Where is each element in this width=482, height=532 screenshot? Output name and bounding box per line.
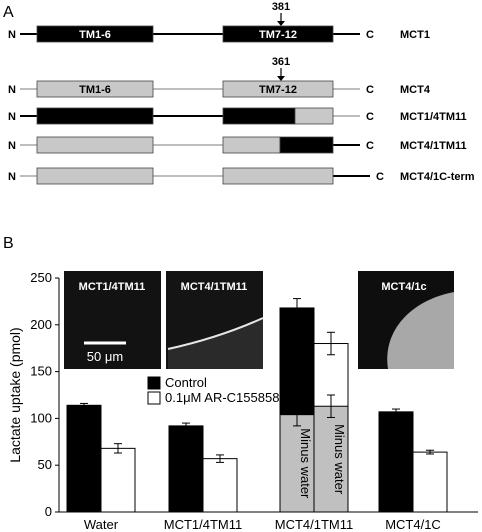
- x-category-label: MCT4/1TM11: [275, 517, 354, 532]
- minus-water-label: Minus water: [332, 424, 347, 495]
- minus-water-label: Minus water: [298, 428, 313, 499]
- tm-segment: [36, 167, 154, 185]
- bar-control: [66, 404, 102, 513]
- bar-inhibitor: [100, 447, 136, 513]
- scale-bar-label: 50 μm: [87, 349, 123, 364]
- tm-segment: [36, 25, 154, 43]
- y-tick-label: 0: [45, 504, 52, 519]
- legend-swatch: [147, 391, 161, 405]
- cell-region: [168, 318, 263, 369]
- bar-control: [378, 411, 414, 513]
- construct-name: MCT4: [400, 84, 431, 96]
- residue-number: 381: [272, 1, 290, 13]
- cell-stain: [387, 292, 454, 369]
- n-terminus-label: N: [8, 171, 16, 183]
- tm-segment: [222, 136, 281, 154]
- y-tick-label: 250: [30, 270, 52, 285]
- bar-control: [168, 425, 204, 513]
- construct-diagram: TM1-6 TM7-12 N C MCT1 381 TM1-6 TM7-12 N C MCT4 361…: [8, 1, 475, 185]
- tm-segment: [279, 136, 334, 154]
- legend-swatch: [147, 376, 161, 390]
- bar-inhibitor: [412, 451, 448, 513]
- c-terminus-label: C: [366, 140, 374, 152]
- construct-name: MCT1/4TM11: [400, 111, 467, 123]
- tm-segment: [222, 25, 334, 43]
- segment-label: TM7-12: [259, 84, 297, 96]
- bar-minus-water: [279, 414, 315, 513]
- n-terminus-label: N: [8, 84, 16, 96]
- lactate-uptake-chart: 0 50 100 150 200 250 Lactate uptake (pmol) Wate…: [7, 270, 478, 532]
- c-terminus-label: C: [376, 171, 384, 183]
- y-tick-label: 100: [30, 410, 52, 425]
- tm-segment: [36, 136, 154, 154]
- residue-number: 361: [272, 56, 290, 68]
- c-terminus-label: C: [366, 111, 374, 123]
- tm-segment: [222, 107, 296, 125]
- panel-a-label: A: [3, 4, 14, 21]
- construct-name: MCT1: [400, 29, 430, 41]
- micrograph-mct1-4tm11: [64, 271, 161, 369]
- x-category-label: Water: [84, 517, 119, 532]
- inset-title: MCT4/1TM11: [181, 281, 248, 293]
- tm-segment: [222, 167, 334, 185]
- y-tick-label: 150: [30, 364, 52, 379]
- site-arrow-head: [277, 21, 285, 26]
- tm-segment: [36, 80, 154, 98]
- n-terminus-label: N: [8, 29, 16, 41]
- site-arrow-head: [277, 76, 285, 81]
- bar-inhibitor: [202, 458, 238, 513]
- legend-label: 0.1μM AR-C155858: [165, 390, 279, 405]
- tm-segment: [36, 107, 154, 125]
- c-terminus-label: C: [366, 29, 374, 41]
- inset-title: MCT4/1c: [381, 281, 426, 293]
- construct-name: MCT4/1C-term: [400, 171, 475, 183]
- y-tick-label: 200: [30, 317, 52, 332]
- y-axis-label: Lactate uptake (pmol): [7, 327, 23, 462]
- panel-b-label: B: [3, 235, 14, 252]
- n-terminus-label: N: [8, 111, 16, 123]
- y-tick-label: 50: [38, 457, 52, 472]
- legend-label: Control: [165, 375, 207, 390]
- tm-segment: [222, 80, 334, 98]
- membrane-stain: [167, 317, 264, 350]
- tm-segment: [294, 107, 334, 125]
- inset-title: MCT1/4TM11: [79, 281, 146, 293]
- bar-minus-water: [313, 405, 349, 513]
- segment-label: TM7-12: [259, 29, 297, 41]
- c-terminus-label: C: [366, 84, 374, 96]
- x-category-label: MCT1/4TM11: [164, 517, 243, 532]
- segment-label: TM1-6: [79, 84, 111, 96]
- n-terminus-label: N: [8, 140, 16, 152]
- x-category-label: MCT4/1C: [385, 517, 441, 532]
- segment-label: TM1-6: [79, 29, 111, 41]
- construct-name: MCT4/1TM11: [400, 140, 467, 152]
